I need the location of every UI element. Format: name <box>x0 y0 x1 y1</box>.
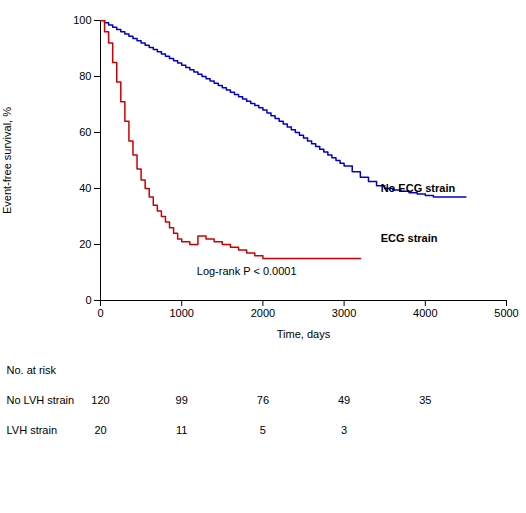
svg-text:100: 100 <box>73 14 91 26</box>
svg-text:0: 0 <box>85 294 91 306</box>
svg-text:5: 5 <box>260 424 266 436</box>
svg-text:35: 35 <box>419 394 431 406</box>
svg-text:40: 40 <box>79 182 91 194</box>
svg-text:76: 76 <box>257 394 269 406</box>
svg-text:Event-free survival, %: Event-free survival, % <box>1 107 13 214</box>
svg-text:20: 20 <box>94 424 106 436</box>
svg-text:20: 20 <box>79 238 91 250</box>
svg-text:No ECG strain: No ECG strain <box>381 182 456 194</box>
svg-text:99: 99 <box>176 394 188 406</box>
svg-text:LVH strain: LVH strain <box>7 424 58 436</box>
svg-text:11: 11 <box>176 424 187 436</box>
svg-text:3: 3 <box>341 424 347 436</box>
svg-text:Time, days: Time, days <box>277 328 331 340</box>
svg-text:0: 0 <box>97 307 103 319</box>
svg-text:120: 120 <box>91 394 109 406</box>
svg-text:2000: 2000 <box>251 307 275 319</box>
svg-text:No. at risk: No. at risk <box>7 364 57 376</box>
svg-text:80: 80 <box>79 70 91 82</box>
svg-text:49: 49 <box>338 394 350 406</box>
svg-text:3000: 3000 <box>332 307 356 319</box>
svg-text:1000: 1000 <box>169 307 193 319</box>
svg-text:60: 60 <box>79 126 91 138</box>
svg-text:5000: 5000 <box>494 307 518 319</box>
svg-text:No LVH strain: No LVH strain <box>7 394 75 406</box>
svg-text:4000: 4000 <box>413 307 437 319</box>
svg-text:Log-rank P < 0.0001: Log-rank P < 0.0001 <box>197 265 297 277</box>
svg-text:ECG strain: ECG strain <box>381 232 438 244</box>
